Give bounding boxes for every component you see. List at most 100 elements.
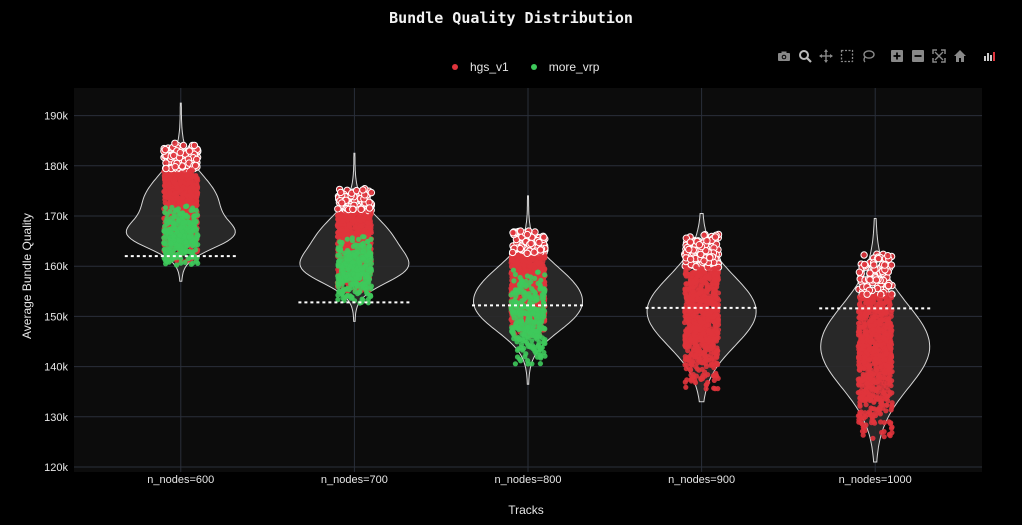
- data-point: [866, 276, 874, 284]
- data-point: [883, 350, 890, 356]
- data-point: [346, 222, 352, 228]
- y-tick-label: 140k: [44, 362, 68, 374]
- data-point: [873, 360, 879, 367]
- zoom-out-icon[interactable]: [908, 48, 927, 64]
- data-point: [884, 252, 892, 260]
- data-point: [365, 229, 371, 235]
- data-point: [706, 266, 712, 272]
- data-point: [527, 263, 533, 269]
- data-point: [711, 377, 717, 383]
- data-point: [170, 151, 178, 160]
- data-point: [174, 262, 180, 268]
- data-point: [698, 318, 704, 324]
- data-point: [713, 323, 719, 329]
- plotly-logo-icon[interactable]: [979, 48, 998, 64]
- data-point: [878, 342, 884, 348]
- data-point: [687, 280, 694, 286]
- data-point: [351, 218, 357, 224]
- data-point: [530, 248, 538, 256]
- data-point: [516, 244, 524, 253]
- data-point: [868, 318, 874, 324]
- data-point: [686, 255, 695, 263]
- data-point: [879, 388, 885, 394]
- y-tick-label: 150k: [44, 311, 68, 323]
- data-point: [884, 292, 891, 298]
- box-select-icon[interactable]: [837, 48, 856, 64]
- data-point: [514, 259, 521, 265]
- data-point: [888, 407, 894, 413]
- data-point: [860, 338, 866, 344]
- data-point: [349, 205, 357, 214]
- data-point: [682, 336, 688, 342]
- reset-axes-icon[interactable]: [950, 48, 969, 64]
- data-point: [860, 432, 866, 438]
- data-point: [870, 371, 877, 377]
- data-point: [689, 354, 695, 360]
- data-point: [855, 332, 862, 338]
- data-point: [883, 408, 889, 414]
- data-point: [349, 227, 355, 233]
- x-tick-label: n_nodes=900: [668, 474, 735, 486]
- data-point: [195, 178, 201, 184]
- autoscale-icon[interactable]: [929, 48, 948, 64]
- data-point: [166, 181, 172, 187]
- data-point: [355, 227, 361, 233]
- data-point: [183, 203, 189, 210]
- data-point: [171, 163, 179, 171]
- data-point: [190, 141, 199, 150]
- data-point: [686, 238, 695, 246]
- pan-icon[interactable]: [816, 48, 835, 64]
- data-point: [706, 337, 712, 343]
- data-point: [527, 239, 535, 248]
- legend-item-more-vrp[interactable]: more_vrp: [530, 60, 599, 74]
- data-point: [888, 383, 894, 389]
- data-point: [161, 145, 170, 154]
- data-point: [883, 318, 890, 324]
- data-point: [163, 261, 169, 267]
- data-point: [692, 340, 698, 346]
- data-point: [702, 297, 708, 303]
- x-tick-label: n_nodes=600: [147, 474, 214, 486]
- x-axis: n_nodes=600 n_nodes=700 n_nodes=800 n_nodes…: [147, 474, 911, 486]
- data-point: [703, 237, 711, 245]
- zoom-icon[interactable]: [795, 48, 814, 64]
- legend-item-hgs-v1[interactable]: hgs_v1: [452, 60, 509, 74]
- data-point: [690, 312, 696, 319]
- data-point: [193, 242, 199, 248]
- data-point: [685, 245, 693, 254]
- data-point: [684, 355, 690, 361]
- data-point: [881, 261, 889, 269]
- data-point: [876, 407, 882, 413]
- lasso-icon[interactable]: [858, 48, 877, 64]
- data-point: [182, 219, 188, 225]
- data-point: [183, 239, 189, 245]
- data-point: [171, 214, 177, 220]
- points: [160, 139, 896, 441]
- data-point: [178, 225, 184, 231]
- data-point: [688, 361, 694, 367]
- camera-icon[interactable]: [774, 48, 793, 64]
- zoom-in-icon[interactable]: [887, 48, 906, 64]
- data-point: [190, 227, 196, 233]
- data-point: [509, 229, 517, 237]
- data-point: [871, 327, 877, 334]
- data-point: [510, 257, 516, 263]
- data-point: [875, 375, 881, 381]
- data-point: [683, 266, 689, 272]
- data-point: [168, 230, 174, 236]
- data-point: [708, 343, 714, 350]
- data-point: [189, 184, 195, 190]
- data-point: [856, 419, 862, 425]
- data-point: [878, 353, 884, 359]
- data-point: [164, 211, 170, 217]
- data-point: [873, 342, 880, 349]
- data-point: [704, 275, 711, 281]
- data-point: [179, 195, 185, 201]
- data-point: [163, 219, 169, 225]
- data-point: [860, 251, 868, 259]
- data-point: [706, 254, 714, 262]
- data-point: [687, 366, 693, 372]
- data-point: [365, 220, 371, 226]
- data-point: [162, 205, 169, 211]
